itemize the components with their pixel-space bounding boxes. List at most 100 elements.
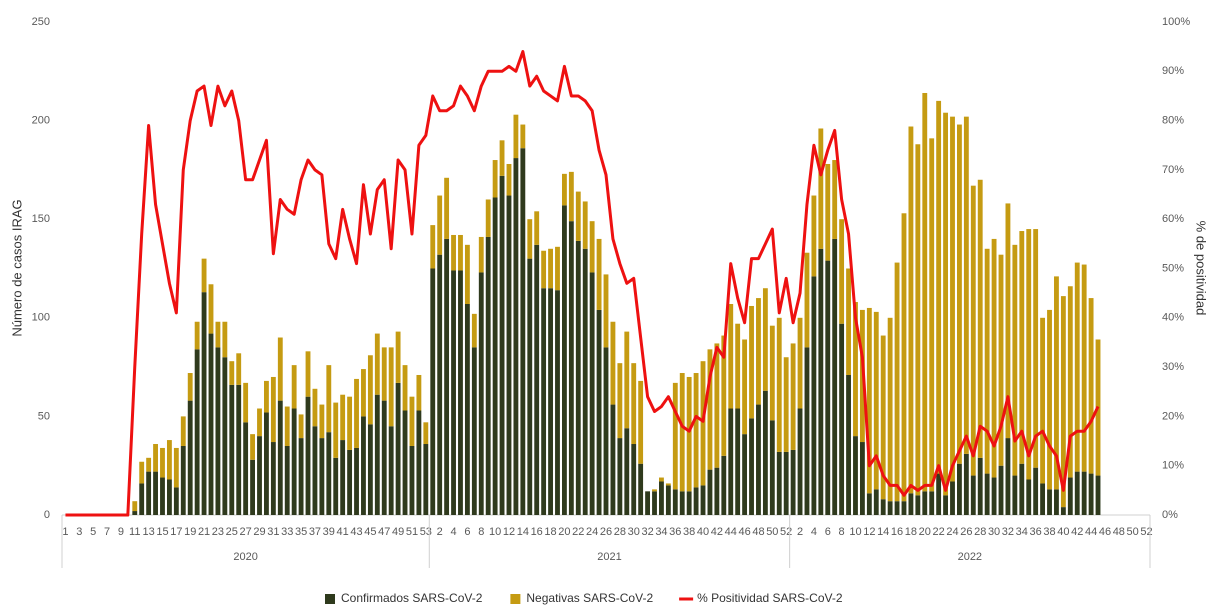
bar [160, 447, 165, 478]
x-tick-label: 35 [295, 526, 307, 538]
bar [312, 388, 318, 427]
x-tick-label: 1 [62, 526, 68, 538]
bar [659, 477, 664, 482]
x-tick-label: 20 [919, 526, 931, 538]
bar [998, 254, 1004, 466]
bar [936, 473, 942, 515]
bar [194, 349, 200, 515]
x-tick-label: 49 [392, 526, 404, 538]
bar [250, 459, 255, 515]
y-tick-label: 100 [32, 312, 50, 324]
y2-tick-label: 10% [1162, 460, 1184, 472]
bar [492, 197, 498, 515]
bar [319, 404, 325, 439]
bar [208, 284, 214, 334]
bar [589, 272, 595, 515]
bar [929, 138, 935, 492]
bar [707, 349, 713, 470]
x-tick-label: 45 [364, 526, 376, 538]
bar [458, 234, 463, 271]
bar [153, 471, 158, 515]
x-tick-label: 6 [825, 526, 831, 538]
x-tick-label: 9 [118, 526, 124, 538]
bar [464, 244, 470, 304]
x-tick-label: 14 [517, 526, 529, 538]
x-tick-label: 16 [531, 526, 543, 538]
bar [652, 491, 657, 515]
bar [950, 116, 955, 482]
bar [1033, 467, 1039, 515]
bar [132, 511, 138, 515]
bar [728, 303, 734, 409]
bar [1095, 475, 1101, 515]
bar [645, 491, 651, 515]
bar [977, 179, 983, 458]
x-tick-label: 23 [212, 526, 224, 538]
bar [437, 195, 443, 255]
bar [264, 412, 269, 515]
bar [991, 477, 997, 515]
x-tick-label: 24 [946, 526, 958, 538]
x-tick-label: 41 [337, 526, 349, 538]
x-tick-label: 42 [1071, 526, 1083, 538]
bar [728, 408, 734, 515]
x-tick-label: 53 [420, 526, 432, 538]
bar [818, 248, 824, 515]
bar [264, 380, 269, 413]
x-tick-label: 18 [544, 526, 556, 538]
bar [291, 365, 297, 409]
x-tick-label: 4 [811, 526, 817, 538]
bar [880, 335, 886, 500]
bar [548, 288, 553, 515]
bar [541, 250, 547, 289]
x-tick-label: 24 [586, 526, 598, 538]
bar [513, 158, 519, 515]
bar [388, 347, 394, 427]
x-tick-label: 15 [156, 526, 168, 538]
bar [444, 238, 450, 516]
y2-tick-label: 20% [1162, 410, 1184, 422]
bar [333, 402, 339, 458]
y2-tick-label: 30% [1162, 361, 1184, 373]
bar [1088, 298, 1094, 474]
y2-axis-title: % de positividad [1194, 221, 1209, 316]
x-tick-label: 31 [267, 526, 279, 538]
bar [811, 276, 817, 515]
y-tick-label: 0 [44, 509, 50, 521]
bar [825, 163, 831, 261]
bar [1012, 475, 1018, 515]
x-tick-label: 8 [478, 526, 484, 538]
bar [866, 307, 872, 494]
bar [575, 240, 581, 515]
bar [783, 357, 789, 452]
bar [631, 444, 637, 515]
bar [1026, 229, 1032, 480]
bar [277, 337, 283, 401]
bar [312, 426, 318, 515]
bar [1060, 296, 1066, 508]
bar [873, 311, 879, 490]
bar [367, 424, 373, 515]
x-tick-label: 14 [877, 526, 889, 538]
bar [776, 451, 782, 515]
bar [229, 361, 235, 385]
bar [1054, 276, 1059, 490]
x-tick-label: 10 [849, 526, 861, 538]
x-tick-label: 13 [142, 526, 154, 538]
bar [846, 268, 851, 375]
bar [963, 116, 969, 454]
bar [555, 246, 560, 291]
bar [797, 317, 803, 409]
bar [735, 408, 741, 515]
x-tick-label: 34 [1016, 526, 1028, 538]
bar [409, 445, 415, 515]
x-tick-label: 48 [752, 526, 764, 538]
bar [984, 248, 990, 474]
bar [866, 493, 872, 515]
x-tick-label: 11 [129, 526, 140, 538]
x-tick-label: 20 [558, 526, 570, 538]
bar [957, 463, 962, 515]
bar [215, 347, 221, 515]
bar [603, 274, 609, 348]
x-tick-label: 44 [725, 526, 737, 538]
